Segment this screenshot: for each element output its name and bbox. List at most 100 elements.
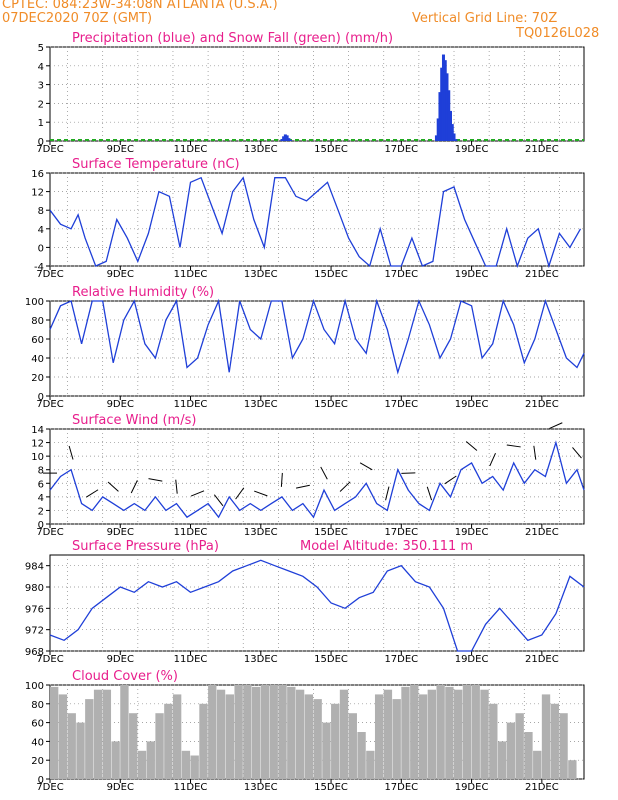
x-tick-label: 7DEC <box>36 399 63 410</box>
y-tick-label: 984 <box>25 562 44 573</box>
cloud-bar <box>111 741 120 779</box>
cloud-bar <box>50 686 59 779</box>
panel-title: Surface Pressure (hPa) <box>72 539 219 554</box>
cloud-bar <box>374 694 384 779</box>
cloud-bar <box>497 741 507 779</box>
cloud-bar <box>550 703 559 779</box>
cloud-bar <box>295 689 305 779</box>
wind-vector <box>506 444 521 448</box>
cloud-bar <box>357 732 366 779</box>
y-tick-label: 20 <box>31 756 44 767</box>
x-tick-label: 17DEC <box>384 527 418 538</box>
x-tick-label: 11DEC <box>174 144 208 155</box>
cloud-bar <box>418 694 428 779</box>
wind-vector <box>359 462 373 471</box>
cloud-bar <box>172 694 182 779</box>
panel-frame <box>49 428 585 525</box>
x-tick-label: 13DEC <box>244 144 278 155</box>
wind-vector <box>426 486 433 501</box>
x-tick-label: 19DEC <box>455 782 489 793</box>
panel-title: Surface Temperature (nC) <box>72 157 240 172</box>
cloud-bar <box>146 741 155 779</box>
y-tick-label: 6 <box>38 479 44 490</box>
wind-vector <box>254 490 268 497</box>
wind-vector <box>280 472 283 487</box>
precip-bar <box>285 135 289 141</box>
precip-bar <box>283 134 287 141</box>
cloud-bar <box>524 732 533 779</box>
wind-vector <box>320 466 328 480</box>
cloud-bar <box>462 685 472 779</box>
wind-vector <box>175 479 178 494</box>
y-tick-label: 0 <box>38 243 44 254</box>
y-tick-label: 60 <box>31 335 44 346</box>
cloud-bar <box>489 703 498 779</box>
cloud-bar <box>533 750 542 779</box>
cloud-bar <box>120 685 129 779</box>
precip-bar <box>449 110 452 141</box>
precip-bar <box>280 139 284 141</box>
cloud-bar <box>181 750 191 779</box>
cloud-bar <box>339 689 349 779</box>
y-tick-label: 100 <box>25 297 44 308</box>
temp-series-line <box>49 176 582 269</box>
x-tick-label: 21DEC <box>525 144 559 155</box>
panel-title: Relative Humidity (%) <box>72 285 214 300</box>
cloud-bar <box>331 703 340 779</box>
y-tick-label: 1 <box>38 118 44 129</box>
cloud-bar <box>436 685 445 779</box>
cloud-bar <box>410 685 419 779</box>
panel-title: Precipitation (blue) and Snow Fall (gree… <box>72 31 393 46</box>
wind-vector <box>148 478 163 482</box>
x-tick-label: 11DEC <box>174 654 208 665</box>
precip-bar <box>443 60 447 141</box>
precip-bar <box>441 54 445 141</box>
y-tick-label: 40 <box>31 737 44 748</box>
wind-vector <box>130 480 138 494</box>
cloud-bar <box>225 694 235 779</box>
x-tick-label: 15DEC <box>314 269 348 280</box>
precip-bar <box>454 139 458 141</box>
cloud-bar <box>348 713 357 779</box>
x-tick-label: 7DEC <box>36 654 63 665</box>
x-tick-label: 7DEC <box>36 144 63 155</box>
x-tick-label: 15DEC <box>314 782 348 793</box>
cloud-bar <box>76 722 85 779</box>
y-tick-label: 60 <box>31 719 44 730</box>
y-tick-label: 3 <box>38 81 44 92</box>
x-tick-label: 15DEC <box>314 399 348 410</box>
x-tick-label: 21DEC <box>525 527 559 538</box>
cloud-bar <box>164 703 173 779</box>
x-tick-label: 11DEC <box>174 269 208 280</box>
cloud-bar <box>58 694 68 779</box>
cloud-bar <box>471 685 480 779</box>
cloud-bar <box>454 689 463 779</box>
cloud-bar <box>85 699 94 779</box>
precip-bar <box>287 138 291 141</box>
cloud-bar <box>392 699 401 779</box>
y-tick-label: 12 <box>31 188 44 199</box>
cloud-bar <box>480 689 489 779</box>
cloud-bar <box>287 686 296 779</box>
y-tick-label: 968 <box>25 647 44 658</box>
x-tick-label: 19DEC <box>455 527 489 538</box>
y-tick-label: 80 <box>31 316 44 327</box>
x-tick-label: 17DEC <box>384 399 418 410</box>
y-tick-label: 0 <box>38 137 44 148</box>
y-tick-label: 976 <box>25 604 44 615</box>
x-tick-label: 7DEC <box>36 527 63 538</box>
cloud-bar <box>269 685 278 779</box>
x-tick-label: 21DEC <box>525 782 559 793</box>
cloud-bar <box>559 713 568 779</box>
x-tick-label: 19DEC <box>455 399 489 410</box>
cloud-bar <box>427 689 437 779</box>
cloud-bar <box>304 694 314 779</box>
cloud-bar <box>445 686 454 779</box>
header-grid-line: Vertical Grid Line: 70Z <box>412 11 558 26</box>
x-tick-label: 19DEC <box>455 269 489 280</box>
cloud-bar <box>102 689 112 779</box>
x-tick-label: 17DEC <box>384 269 418 280</box>
panel-title: Surface Wind (m/s) <box>72 413 196 428</box>
header-date: 07DEC2020 70Z (GMT) <box>2 11 153 26</box>
wind-vector <box>235 487 245 500</box>
